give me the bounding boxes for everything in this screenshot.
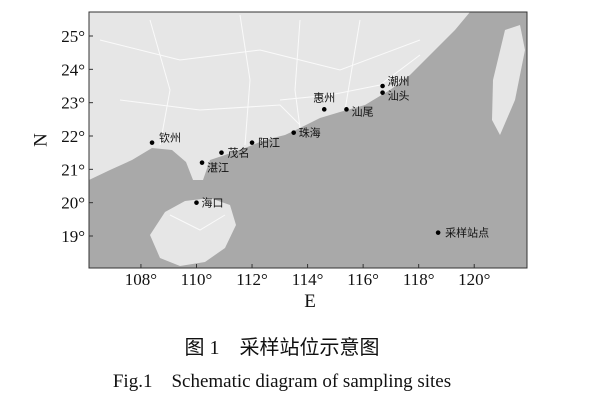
site-label: 茂名: [227, 146, 249, 160]
site-marker: [199, 160, 205, 165]
site-marker: [380, 90, 385, 95]
site-marker: [291, 130, 296, 135]
hainan-island: [150, 198, 236, 266]
site-marker: [194, 200, 199, 205]
x-tick-label: 120°: [458, 270, 490, 289]
y-axis-label: N: [30, 133, 51, 147]
site-label: 阳江: [258, 137, 280, 150]
x-axis-label: E: [304, 291, 316, 312]
x-tick-label: 108°: [125, 270, 157, 289]
y-tick-label: 21°: [61, 160, 85, 179]
x-tick-label: 118°: [403, 270, 435, 289]
y-tick-label: 22°: [61, 127, 85, 146]
x-tick-label: 110°: [181, 270, 213, 289]
site-label: 采样站点: [445, 226, 489, 240]
taiwan-island: [492, 25, 525, 135]
site-marker: [249, 140, 255, 145]
site-label: 钦州: [159, 132, 181, 145]
site-label: 潮州: [388, 74, 410, 88]
y-tick-label: 19°: [61, 227, 85, 246]
mainland: [89, 12, 470, 180]
y-tick-label: 20°: [61, 194, 85, 213]
roads: [99, 14, 421, 231]
site-marker: [344, 107, 349, 112]
site-label: 海口: [201, 196, 223, 210]
caption-en: Fig.1 Schematic diagram of sampling site…: [113, 371, 451, 392]
site-label: 惠州: [313, 90, 335, 104]
caption-cn: 图 1 采样站位示意图: [185, 336, 380, 359]
y-tick-label: 24°: [61, 60, 85, 79]
site-label: 湛江: [207, 162, 229, 175]
site-marker: [149, 140, 155, 145]
x-tick-label: 112°: [236, 270, 268, 289]
x-tick-label: 116°: [347, 270, 379, 289]
site-label: 汕尾: [351, 105, 373, 118]
site-marker: [219, 150, 224, 155]
site-marker: [435, 230, 441, 235]
site-label: 汕头: [388, 90, 410, 103]
y-tick-label: 25°: [61, 27, 85, 46]
site-marker: [321, 107, 327, 112]
site-marker: [380, 83, 385, 89]
map-base: [89, 12, 527, 268]
x-tick-label: 114°: [292, 270, 324, 289]
site-label: 珠海: [299, 126, 321, 140]
y-tick-label: 23°: [61, 94, 85, 113]
